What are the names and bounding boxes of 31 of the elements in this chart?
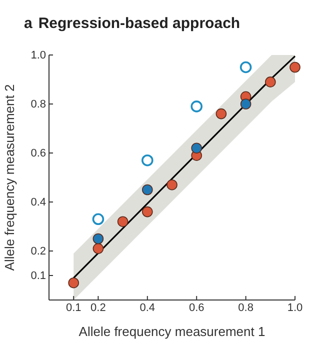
- point: [117, 216, 128, 227]
- x-tick-label: 0.2: [90, 302, 106, 314]
- point: [142, 206, 153, 218]
- x-tick-label: 1.0: [287, 302, 303, 314]
- y-tick-label: 0.6: [30, 148, 46, 160]
- point: [92, 213, 104, 226]
- point: [290, 62, 300, 73]
- y-tick-label: 0.1: [30, 270, 46, 282]
- point: [190, 100, 202, 112]
- chart-title: a Regression-based approach: [24, 15, 240, 32]
- y-axis-title: Allele frequency measurement 2: [2, 84, 17, 271]
- y-tick-label: 1.0: [30, 50, 46, 62]
- y-tick-label: 0.4: [30, 196, 46, 209]
- x-axis-title: Allele frequency measurement 1: [78, 324, 266, 339]
- point: [240, 61, 252, 74]
- point: [216, 108, 227, 120]
- point: [92, 243, 104, 254]
- point: [166, 179, 178, 190]
- point: [191, 142, 202, 154]
- x-tick-label: 0.4: [140, 302, 156, 314]
- point: [142, 154, 154, 166]
- x-tick-label: 0.6: [188, 302, 204, 314]
- x-tick-label: 0.1: [66, 302, 82, 314]
- point: [240, 98, 252, 110]
- point: [68, 277, 79, 288]
- point: [265, 76, 276, 88]
- y-tick-label: 0.2: [30, 246, 46, 258]
- x-tick-label: 0.8: [238, 302, 254, 314]
- point: [142, 184, 153, 196]
- point: [92, 233, 104, 244]
- y-tick-label: 0.8: [30, 98, 46, 111]
